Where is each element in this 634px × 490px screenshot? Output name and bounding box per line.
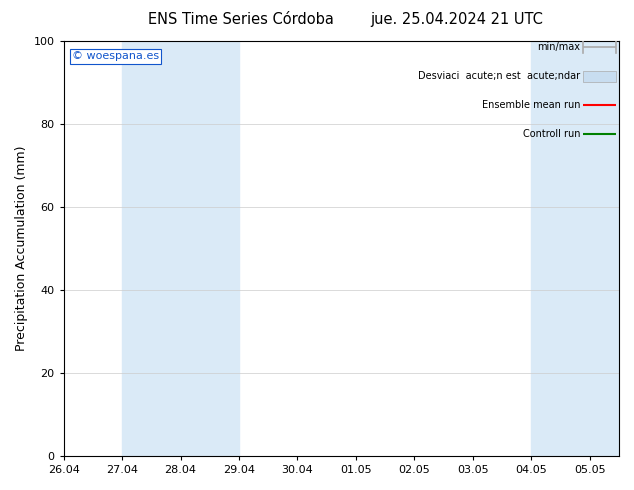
FancyBboxPatch shape (583, 71, 616, 81)
Y-axis label: Precipitation Accumulation (mm): Precipitation Accumulation (mm) (15, 146, 28, 351)
Point (115, 450, 122, 456)
Point (115, 449, 122, 455)
Point (118, 449, 126, 455)
Point (118, 449, 126, 455)
Bar (531, 41, 590, 456)
Point (115, 449, 122, 455)
Text: ENS Time Series Córdoba: ENS Time Series Córdoba (148, 12, 334, 27)
Point (115, 449, 122, 455)
Point (118, 449, 126, 455)
Text: Controll run: Controll run (522, 129, 580, 140)
Point (118, 450, 126, 456)
Text: Desviaci  acute;n est  acute;ndar: Desviaci acute;n est acute;ndar (418, 72, 580, 81)
Text: Ensemble mean run: Ensemble mean run (482, 100, 580, 110)
Point (115, 449, 122, 455)
Text: min/max: min/max (537, 42, 580, 52)
Bar (590, 41, 619, 456)
Text: jue. 25.04.2024 21 UTC: jue. 25.04.2024 21 UTC (370, 12, 543, 27)
Point (118, 449, 126, 455)
Text: © woespana.es: © woespana.es (72, 51, 159, 61)
Bar (122, 41, 239, 456)
